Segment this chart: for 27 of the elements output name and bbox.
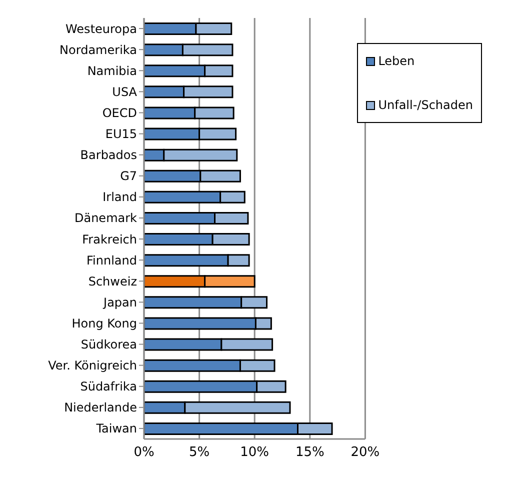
y-tick-label: Nordamerika	[60, 42, 137, 57]
x-tick-label: 10%	[240, 445, 270, 460]
y-tick-label: Niederlande	[64, 400, 137, 415]
y-tick-label: Frakreich	[82, 232, 137, 246]
y-tick-label: Dänemark	[74, 211, 138, 226]
x-tick-label: 0%	[134, 445, 154, 460]
y-tick-label: Taiwan	[95, 422, 137, 436]
y-tick-label: Barbados	[80, 148, 137, 162]
y-tick-label: OECD	[102, 106, 137, 120]
y-tick-label: Irland	[102, 190, 137, 204]
y-tick-label: Hong Kong	[72, 316, 137, 330]
y-tick-label: Ver. Königreich	[48, 358, 137, 373]
y-tick-label: Finnland	[86, 253, 137, 268]
y-tick-label: Japan	[102, 295, 137, 310]
x-tick-label: 20%	[350, 445, 380, 460]
y-tick-label: G7	[120, 169, 137, 184]
x-tick-label: 5%	[188, 445, 210, 460]
legend-label: Unfall-/Schaden	[378, 98, 473, 112]
y-tick-label: Namibia	[87, 64, 137, 78]
legend-label: Leben	[378, 54, 415, 68]
y-tick-label: USA	[112, 84, 138, 99]
y-tick-label: Schweiz	[88, 274, 137, 288]
x-tick-label: 15%	[295, 445, 324, 460]
y-tick-label: Westeuropa	[66, 22, 137, 36]
y-tick-label: EU15	[105, 127, 137, 142]
y-tick-label: Südkorea	[80, 338, 137, 352]
y-tick-label: Südafrika	[80, 380, 137, 394]
